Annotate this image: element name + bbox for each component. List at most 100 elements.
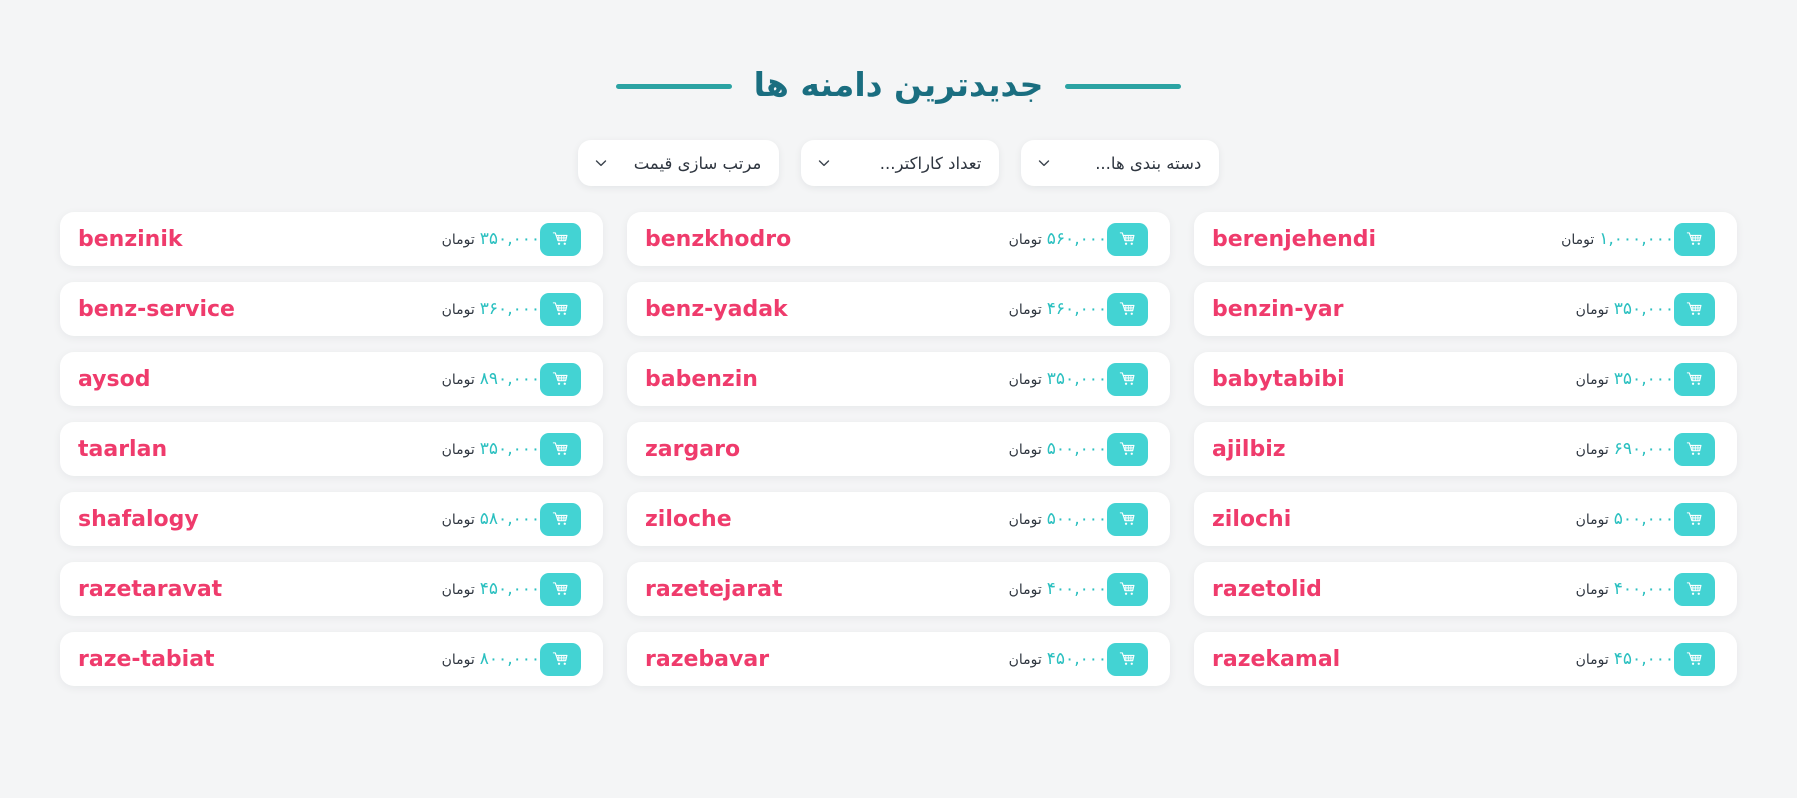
price-amount: ۵۰۰,۰۰۰: [1613, 509, 1674, 529]
domain-name: zilochi: [1212, 506, 1292, 532]
domain-card[interactable]: berenjehendi ۱,۰۰۰,۰۰۰ تومان: [1194, 212, 1737, 266]
domain-card[interactable]: razetolid ۴۰۰,۰۰۰ تومان: [1194, 562, 1737, 616]
shopping-cart-icon[interactable]: [540, 292, 581, 326]
domain-name: benz-service: [78, 296, 235, 322]
price-unit: تومان: [441, 512, 475, 528]
domain-name: aysod: [78, 366, 151, 392]
domain-price: ۱,۰۰۰,۰۰۰ تومان: [1561, 229, 1674, 249]
domain-name: benz-yadak: [645, 296, 788, 322]
domain-name: razebavar: [645, 646, 770, 672]
price-unit: تومان: [441, 582, 475, 598]
domain-card[interactable]: benz-service ۳۶۰,۰۰۰ تومان: [60, 282, 603, 336]
price-amount: ۸۰۰,۰۰۰: [479, 649, 540, 669]
price-amount: ۴۵۰,۰۰۰: [479, 579, 540, 599]
price-unit: تومان: [1575, 582, 1609, 598]
price-amount: ۱,۰۰۰,۰۰۰: [1599, 229, 1674, 249]
domain-name: razekamal: [1212, 646, 1341, 672]
domain-card[interactable]: raze-tabiat ۸۰۰,۰۰۰ تومان: [60, 632, 603, 686]
domain-card[interactable]: zilochi ۵۰۰,۰۰۰ تومان: [1194, 492, 1737, 546]
domain-card[interactable]: benzin-yar ۳۵۰,۰۰۰ تومان: [1194, 282, 1737, 336]
domain-price: ۵۰۰,۰۰۰ تومان: [1009, 509, 1107, 529]
price-amount: ۳۵۰,۰۰۰: [1613, 299, 1674, 319]
domain-price: ۵۶۰,۰۰۰ تومان: [1009, 229, 1107, 249]
domain-name: razetejarat: [645, 576, 783, 602]
domain-card[interactable]: aysod ۸۹۰,۰۰۰ تومان: [60, 352, 603, 406]
filter-dropdown-label: مرتب سازی قیمت: [633, 153, 762, 173]
filter-dropdown-label: دسته بندی ها...: [1095, 153, 1202, 173]
price-amount: ۳۶۰,۰۰۰: [479, 299, 540, 319]
domain-name: shafalogy: [78, 506, 199, 532]
shopping-cart-icon[interactable]: [1107, 502, 1148, 536]
shopping-cart-icon[interactable]: [1107, 642, 1148, 676]
price-unit: تومان: [1008, 442, 1042, 458]
domain-name: babytabibi: [1212, 366, 1345, 392]
shopping-cart-icon[interactable]: [1674, 572, 1715, 606]
shopping-cart-icon[interactable]: [1674, 432, 1715, 466]
shopping-cart-icon[interactable]: [1674, 362, 1715, 396]
domain-card[interactable]: zargaro ۵۰۰,۰۰۰ تومان: [627, 422, 1170, 476]
domain-card[interactable]: benzinik ۳۵۰,۰۰۰ تومان: [60, 212, 603, 266]
domain-price: ۵۰۰,۰۰۰ تومان: [1576, 509, 1674, 529]
chevron-down-icon: [817, 156, 831, 170]
domain-card[interactable]: babenzin ۳۵۰,۰۰۰ تومان: [627, 352, 1170, 406]
domain-price: ۳۵۰,۰۰۰ تومان: [1009, 369, 1107, 389]
domain-name: benzkhodro: [645, 226, 792, 252]
domain-card[interactable]: benzkhodro ۵۶۰,۰۰۰ تومان: [627, 212, 1170, 266]
shopping-cart-icon[interactable]: [540, 222, 581, 256]
shopping-cart-icon[interactable]: [1107, 222, 1148, 256]
domain-card[interactable]: babytabibi ۳۵۰,۰۰۰ تومان: [1194, 352, 1737, 406]
shopping-cart-icon[interactable]: [540, 642, 581, 676]
domain-price: ۴۵۰,۰۰۰ تومان: [1009, 649, 1107, 669]
filter-dropdown-0[interactable]: دسته بندی ها...: [1021, 140, 1220, 186]
domain-card[interactable]: benz-yadak ۴۶۰,۰۰۰ تومان: [627, 282, 1170, 336]
shopping-cart-icon[interactable]: [1674, 222, 1715, 256]
shopping-cart-icon[interactable]: [1107, 432, 1148, 466]
domain-card[interactable]: razebavar ۴۵۰,۰۰۰ تومان: [627, 632, 1170, 686]
shopping-cart-icon[interactable]: [540, 502, 581, 536]
domain-card[interactable]: ajilbiz ۶۹۰,۰۰۰ تومان: [1194, 422, 1737, 476]
domain-price: ۸۹۰,۰۰۰ تومان: [442, 369, 540, 389]
price-unit: تومان: [441, 372, 475, 388]
filter-dropdown-1[interactable]: تعداد کاراکتر...: [801, 140, 1000, 186]
shopping-cart-icon[interactable]: [540, 432, 581, 466]
domain-name: taarlan: [78, 436, 168, 462]
domain-name: benzinik: [78, 226, 183, 252]
price-amount: ۵۰۰,۰۰۰: [1046, 439, 1107, 459]
shopping-cart-icon[interactable]: [1107, 572, 1148, 606]
price-amount: ۵۶۰,۰۰۰: [1046, 229, 1107, 249]
domain-price: ۵۰۰,۰۰۰ تومان: [1009, 439, 1107, 459]
price-unit: تومان: [441, 442, 475, 458]
domain-card[interactable]: taarlan ۳۵۰,۰۰۰ تومان: [60, 422, 603, 476]
domain-name: ziloche: [645, 506, 732, 532]
domain-price: ۳۵۰,۰۰۰ تومان: [1576, 369, 1674, 389]
domain-price: ۴۶۰,۰۰۰ تومان: [1009, 299, 1107, 319]
heading-rule-right: [1065, 83, 1182, 89]
domain-price: ۴۵۰,۰۰۰ تومان: [1576, 649, 1674, 669]
price-unit: تومان: [1575, 442, 1609, 458]
filter-dropdown-2[interactable]: مرتب سازی قیمت: [577, 140, 780, 186]
shopping-cart-icon[interactable]: [1674, 502, 1715, 536]
shopping-cart-icon[interactable]: [1107, 292, 1148, 326]
domain-card[interactable]: razekamal ۴۵۰,۰۰۰ تومان: [1194, 632, 1737, 686]
price-unit: تومان: [1008, 232, 1042, 248]
price-unit: تومان: [1575, 372, 1609, 388]
price-amount: ۸۹۰,۰۰۰: [479, 369, 540, 389]
price-amount: ۴۵۰,۰۰۰: [1046, 649, 1107, 669]
shopping-cart-icon[interactable]: [540, 572, 581, 606]
domain-price: ۳۵۰,۰۰۰ تومان: [1576, 299, 1674, 319]
domain-card[interactable]: shafalogy ۵۸۰,۰۰۰ تومان: [60, 492, 603, 546]
heading-rule-left: [615, 83, 732, 89]
shopping-cart-icon[interactable]: [1674, 292, 1715, 326]
domain-card[interactable]: razetaravat ۴۵۰,۰۰۰ تومان: [60, 562, 603, 616]
price-amount: ۳۵۰,۰۰۰: [1613, 369, 1674, 389]
filter-bar: دسته بندی ها... تعداد کاراکتر... مرتب سا…: [0, 140, 1797, 186]
price-amount: ۴۶۰,۰۰۰: [1046, 299, 1107, 319]
domain-card[interactable]: razetejarat ۴۰۰,۰۰۰ تومان: [627, 562, 1170, 616]
shopping-cart-icon[interactable]: [540, 362, 581, 396]
price-unit: تومان: [1008, 652, 1042, 668]
shopping-cart-icon[interactable]: [1107, 362, 1148, 396]
domain-card[interactable]: ziloche ۵۰۰,۰۰۰ تومان: [627, 492, 1170, 546]
section-heading: جدیدترین دامنه ها: [0, 0, 1797, 110]
shopping-cart-icon[interactable]: [1674, 642, 1715, 676]
